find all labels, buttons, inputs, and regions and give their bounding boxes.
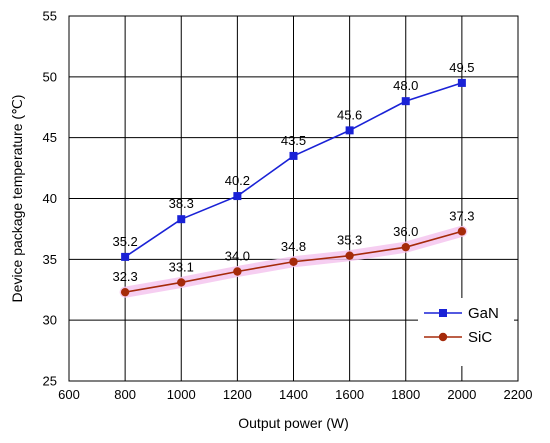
y-tick-label: 30 (43, 313, 57, 328)
data-label-gan: 49.5 (449, 60, 474, 75)
data-point-sic (177, 278, 186, 287)
data-label-sic: 36.0 (393, 224, 418, 239)
data-point-gan (177, 215, 186, 224)
x-tick-label: 1800 (391, 387, 420, 402)
data-label-gan: 43.5 (281, 133, 306, 148)
data-label-sic: 35.3 (337, 233, 362, 248)
data-point-sic (233, 267, 242, 276)
data-point-gan (233, 192, 242, 201)
data-label-gan: 35.2 (112, 234, 137, 249)
data-point-sic (401, 242, 410, 252)
x-tick-label: 1200 (223, 387, 252, 402)
data-label-gan: 45.6 (337, 107, 362, 122)
data-point-gan (457, 78, 466, 87)
y-axis-title: Device package temperature (℃) (9, 95, 25, 303)
x-tick-label: 1400 (279, 387, 308, 402)
y-tick-label: 55 (43, 9, 57, 24)
data-label-gan: 38.3 (169, 196, 194, 211)
x-tick-label: 1000 (167, 387, 196, 402)
legend-marker-gan (439, 309, 447, 317)
data-label-sic: 33.1 (169, 259, 194, 274)
data-point-gan (401, 97, 410, 106)
legend: GaN SiC (418, 298, 514, 366)
data-point-gan (345, 126, 354, 135)
y-tick-label: 45 (43, 130, 57, 145)
y-tick-label: 40 (43, 191, 57, 206)
tick-labels: 600 800 1000 1200 1400 1600 1800 2000 2200 25 30 35… (43, 9, 533, 403)
series (120, 78, 467, 297)
x-tick-label: 800 (114, 387, 136, 402)
axes (68, 15, 519, 382)
data-point-sic (289, 257, 298, 266)
y-tick-label: 50 (43, 69, 57, 84)
legend-marker-sic (438, 332, 448, 342)
data-point-gan (289, 151, 298, 160)
data-label-sic: 32.3 (112, 269, 137, 284)
data-label-sic: 34.8 (281, 239, 306, 254)
data-point-sic (120, 287, 130, 297)
x-tick-label: 1600 (335, 387, 364, 402)
data-point-gan (121, 252, 130, 261)
plot-frame (68, 15, 519, 382)
data-label-sic: 37.3 (449, 208, 474, 223)
y-tick-label: 35 (43, 252, 57, 267)
legend-label-sic: SiC (468, 329, 492, 346)
legend-box (418, 298, 514, 366)
data-label-sic: 34.0 (225, 249, 250, 264)
legend-items: GaN SiC (424, 305, 499, 346)
x-axis-title: Output power (W) (238, 415, 348, 431)
x-tick-label: 600 (58, 387, 80, 402)
data-label-gan: 48.0 (393, 78, 418, 93)
legend-label-gan: GaN (468, 305, 499, 322)
data-label-gan: 40.2 (225, 173, 250, 188)
data-labels: 35.2 38.3 40.2 43.5 45.6 48.0 49.5 32.3 33.1 34.0… (112, 60, 474, 284)
data-point-sic (345, 251, 354, 260)
data-point-sic (457, 227, 467, 236)
x-tick-label: 2000 (447, 387, 476, 402)
y-tick-label: 25 (43, 374, 57, 389)
x-tick-label: 2200 (504, 387, 533, 402)
